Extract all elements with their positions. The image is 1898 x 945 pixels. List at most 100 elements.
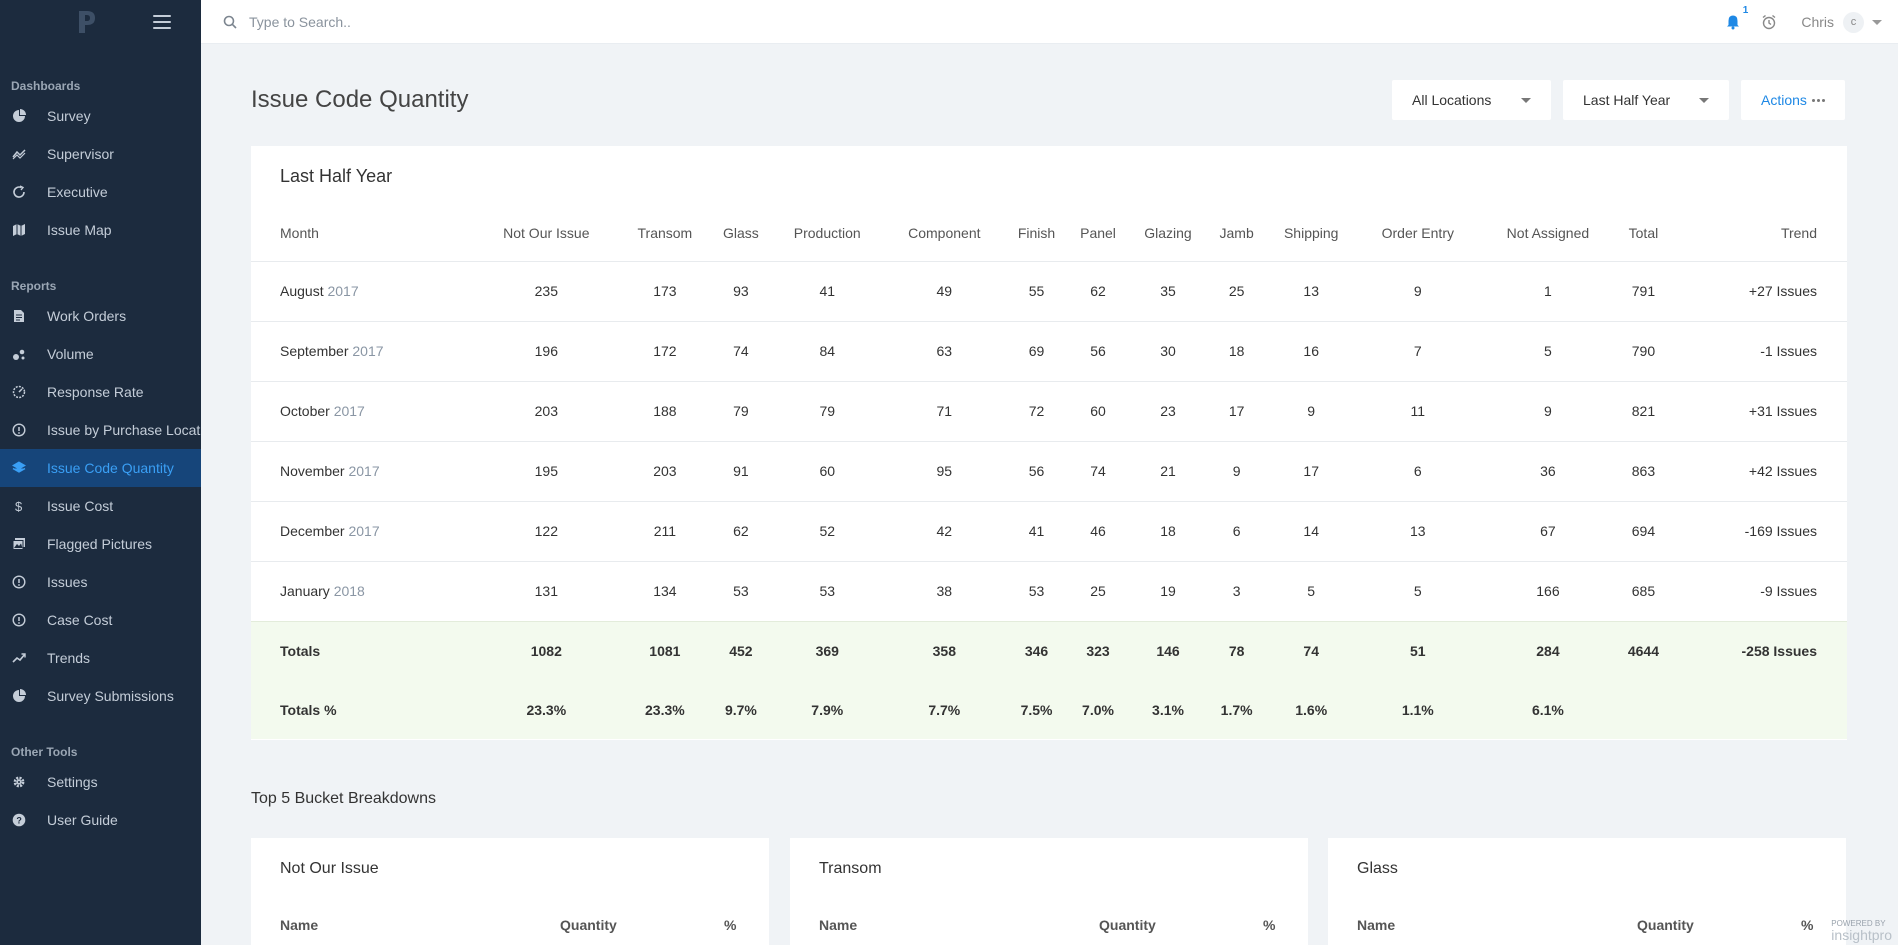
value-cell-panel: 60: [1067, 380, 1129, 441]
bucket-header-name[interactable]: Name: [1357, 917, 1396, 933]
value-cell-panel: 74: [1067, 440, 1129, 501]
layers-icon: [12, 461, 26, 475]
column-header-glazing[interactable]: Glazing: [1144, 225, 1192, 242]
totals-percent-cell: [1617, 681, 1670, 739]
user-menu-chevron-down-icon[interactable]: [1872, 19, 1882, 25]
totals-percent-cell: 7.9%: [771, 681, 884, 739]
column-header-transom[interactable]: Transom: [637, 225, 693, 242]
search-icon: [223, 15, 237, 29]
totals-cell: 284: [1478, 620, 1618, 681]
column-header-not-assigned[interactable]: Not Assigned: [1506, 225, 1590, 242]
value-cell-glazing: 35: [1128, 260, 1208, 321]
value-cell-panel: 46: [1067, 500, 1129, 561]
column-header-jamb[interactable]: Jamb: [1219, 225, 1254, 242]
sidebar-item-survey-submissions[interactable]: Survey Submissions: [0, 677, 201, 715]
column-header-production[interactable]: Production: [793, 225, 861, 242]
totals-percent-cell: 1.7%: [1207, 681, 1266, 739]
period-dropdown-label: Last Half Year: [1583, 92, 1671, 108]
bucket-header-name[interactable]: Name: [819, 917, 858, 933]
sidebar-item-response-rate[interactable]: Response Rate: [0, 373, 201, 411]
card-title: Last Half Year: [280, 166, 393, 186]
value-cell-order-entry: 9: [1357, 260, 1479, 321]
user-name[interactable]: Chris: [1801, 14, 1834, 30]
month-cell: October 2017: [251, 380, 474, 441]
totals-cell: 369: [771, 620, 884, 681]
sidebar-item-issues[interactable]: Issues: [0, 563, 201, 601]
issue-code-card: Last Half Year Month Not Our Issue Transom…: [251, 146, 1847, 740]
sidebar-item-issue-map[interactable]: Issue Map: [0, 211, 201, 249]
scatter-icon: [12, 347, 26, 361]
bucket-card-not-our-issue: Not Our Issue Name Quantity%: [251, 838, 769, 945]
sidebar-item-survey[interactable]: Survey: [0, 97, 201, 135]
column-header-shipping[interactable]: Shipping: [1283, 225, 1339, 242]
totals-percent-cell: 6.1%: [1478, 681, 1618, 739]
value-cell-glazing: 18: [1128, 500, 1208, 561]
value-cell-not-assigned: 1: [1478, 260, 1618, 321]
totals-cell: 346: [1005, 620, 1068, 681]
bucket-card-transom: Transom Name Quantity%: [790, 838, 1308, 945]
location-dropdown[interactable]: All Locations: [1392, 80, 1551, 120]
column-header-trend[interactable]: Trend: [1780, 225, 1817, 242]
column-header-total[interactable]: Total: [1628, 225, 1659, 242]
column-header-component[interactable]: Component: [908, 225, 981, 242]
powered-by-text: POWERED BY: [1831, 919, 1886, 928]
logo-icon[interactable]: [76, 9, 98, 35]
bucket-header-quantity[interactable]: Quantity: [560, 917, 617, 933]
alarm-clock-icon[interactable]: [1761, 14, 1777, 30]
bucket-header-quantity[interactable]: Quantity: [1099, 917, 1156, 933]
value-cell-transom: 134: [618, 560, 711, 621]
value-cell-not-our-issue: 122: [473, 500, 619, 561]
bucket-header-name[interactable]: Name: [280, 917, 319, 933]
bucket-header-quantity[interactable]: Quantity: [1637, 917, 1694, 933]
sidebar-item-issue-cost[interactable]: $ Issue Cost: [0, 487, 201, 525]
period-dropdown[interactable]: Last Half Year: [1563, 80, 1729, 120]
sidebar-item-flagged-pictures[interactable]: Flagged Pictures: [0, 525, 201, 563]
value-cell-component: 42: [883, 500, 1006, 561]
column-header-glass[interactable]: Glass: [723, 225, 759, 242]
sidebar-item-label: Volume: [47, 346, 94, 362]
month-cell: August 2017: [251, 260, 474, 321]
sidebar-item-issue-by-purchase-location[interactable]: Issue by Purchase Location: [0, 411, 201, 449]
sidebar-item-supervisor[interactable]: Supervisor: [0, 135, 201, 173]
totals-percent-cell: 3.1%: [1128, 681, 1208, 739]
sidebar-item-case-cost[interactable]: Case Cost: [0, 601, 201, 639]
totals-cell: 1081: [618, 620, 711, 681]
value-cell-glazing: 19: [1128, 560, 1208, 621]
sidebar-item-volume[interactable]: Volume: [0, 335, 201, 373]
bucket-header-percent[interactable]: %: [724, 917, 737, 933]
search-input[interactable]: [249, 13, 649, 30]
svg-text:$: $: [15, 499, 23, 513]
topbar: 1 Chris c: [201, 0, 1898, 44]
value-cell-shipping: 9: [1265, 380, 1357, 441]
column-header-finish[interactable]: Finish: [1017, 225, 1056, 242]
avatar[interactable]: c: [1843, 11, 1864, 33]
page-title: Issue Code Quantity: [251, 86, 469, 113]
notification-bell-icon[interactable]: 1: [1725, 5, 1748, 30]
sidebar-item-user-guide[interactable]: ? User Guide: [0, 801, 201, 839]
column-header-order-entry[interactable]: Order Entry: [1381, 225, 1454, 242]
value-cell-component: 71: [883, 380, 1006, 441]
sidebar-item-issue-code-quantity[interactable]: Issue Code Quantity: [0, 449, 201, 487]
value-cell-jamb: 3: [1207, 560, 1266, 621]
column-header-panel[interactable]: Panel: [1080, 225, 1116, 242]
value-cell-transom: 203: [618, 440, 711, 501]
value-cell-order-entry: 5: [1357, 560, 1479, 621]
sidebar-item-trends[interactable]: Trends: [0, 639, 201, 677]
menu-toggle-icon[interactable]: [153, 15, 171, 29]
gauge-icon: [12, 385, 26, 399]
bucket-header-percent[interactable]: %: [1263, 917, 1276, 933]
month-name: August: [280, 283, 324, 299]
column-header-month[interactable]: Month: [280, 225, 319, 242]
sidebar-item-executive[interactable]: Executive: [0, 173, 201, 211]
column-header-not-our-issue[interactable]: Not Our Issue: [503, 225, 590, 242]
totals-percent-row: Totals % 23.3% 23.3% 9.7% 7.9% 7.7% 7.5% 7.0% 3.…: [251, 681, 1847, 739]
bucket-header-percent[interactable]: %: [1801, 917, 1814, 933]
actions-button[interactable]: Actions: [1741, 80, 1845, 120]
totals-cell: 4644: [1617, 620, 1670, 681]
sidebar-item-work-orders[interactable]: Work Orders: [0, 297, 201, 335]
images-icon: [12, 537, 26, 551]
sidebar-item-settings[interactable]: Settings: [0, 763, 201, 801]
month-year: 2017: [348, 463, 380, 479]
totals-cell: 78: [1207, 620, 1266, 681]
pie-chart-icon: [12, 689, 26, 703]
